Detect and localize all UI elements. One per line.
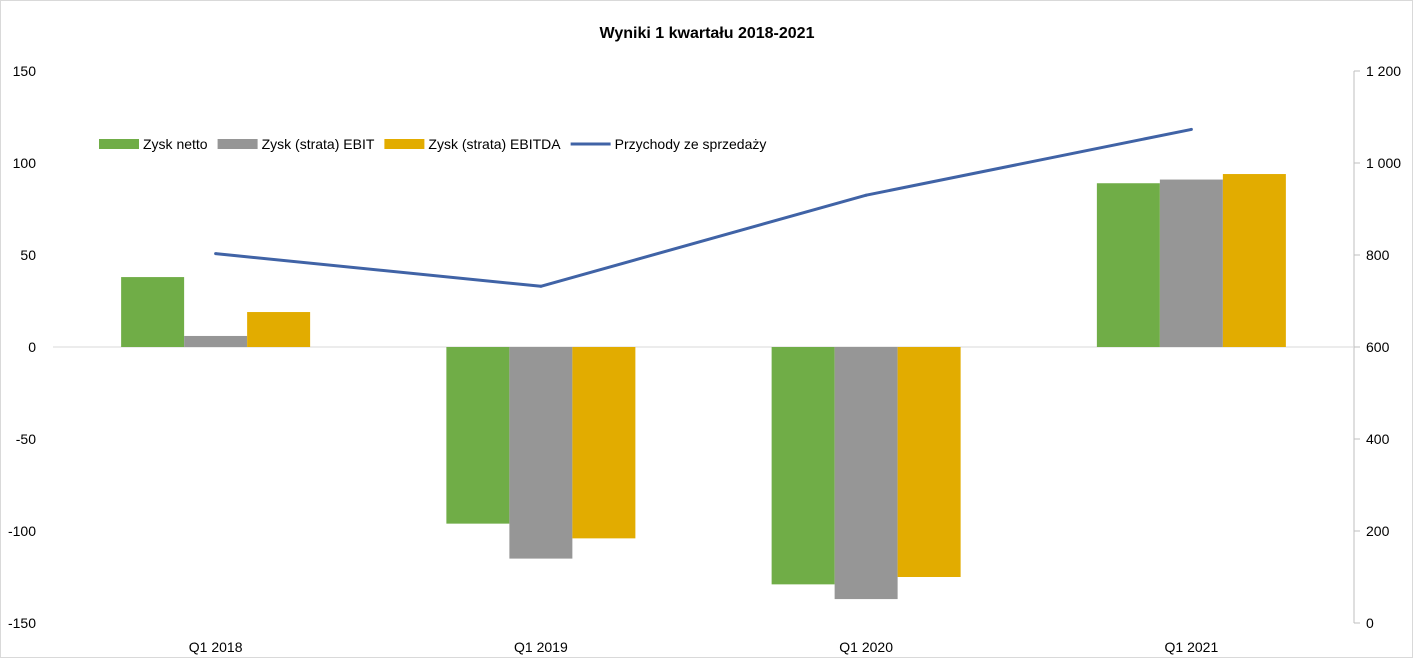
- bar-zysk-strata-ebit-q1-2018: [184, 335, 248, 347]
- left-axis-tick-label: 150: [13, 63, 37, 79]
- line-series-group: [214, 127, 1193, 288]
- line-przychody-ze-sprzedazy: [215, 127, 1192, 288]
- x-axis-tick-label: Q1 2020: [839, 639, 893, 655]
- right-axis-tick-label: 1 000: [1366, 155, 1401, 171]
- legend-swatch: [217, 139, 258, 149]
- x-axis: Q1 2018 Q1 2019 Q1 2020 Q1 2021: [189, 639, 1219, 655]
- bar-zysk-strata-ebit-q1-2021: [1159, 179, 1223, 347]
- right-axis-tick-label: 200: [1366, 523, 1390, 539]
- bar-zysk-netto-q1-2020: [771, 347, 835, 585]
- right-axis-tick-label: 800: [1366, 247, 1390, 263]
- legend-label: Zysk (strata) EBIT: [262, 136, 375, 152]
- left-axis-tick-label: -100: [8, 523, 36, 539]
- legend-label: Zysk (strata) EBITDA: [428, 136, 561, 152]
- left-axis-tick-label: -150: [8, 615, 36, 631]
- line-point: [214, 252, 218, 256]
- left-axis-tick-label: -50: [16, 431, 36, 447]
- bars-group: [121, 174, 1286, 600]
- legend-item: Przychody ze sprzedaży: [570, 136, 767, 152]
- left-axis: 150 100 50 0 -50 -100 -150: [8, 63, 36, 631]
- x-axis-tick-label: Q1 2018: [189, 639, 243, 655]
- bar-zysk-netto-q1-2021: [1096, 183, 1160, 347]
- legend-item: Zysk (strata) EBITDA: [384, 136, 561, 152]
- right-axis-tick-label: 0: [1366, 615, 1374, 631]
- legend-item: Zysk (strata) EBIT: [217, 136, 375, 152]
- line-point: [539, 284, 543, 288]
- bar-zysk-strata-ebitda-q1-2019: [572, 347, 636, 539]
- left-axis-tick-label: 100: [13, 155, 37, 171]
- bar-zysk-strata-ebit-q1-2019: [509, 347, 573, 559]
- bar-zysk-netto-q1-2019: [446, 347, 510, 524]
- bar-zysk-strata-ebit-q1-2020: [834, 347, 898, 600]
- right-axis: 1 200 1 000 800 600 400 200 0: [1353, 63, 1401, 631]
- right-axis-tick-label: 400: [1366, 431, 1390, 447]
- bar-zysk-netto-q1-2018: [121, 277, 185, 347]
- bar-zysk-strata-ebitda-q1-2020: [897, 347, 961, 577]
- left-axis-tick-label: 0: [28, 339, 36, 355]
- line-point: [864, 193, 868, 197]
- chart-title: Wyniki 1 kwartału 2018-2021: [600, 25, 815, 42]
- bar-zysk-strata-ebitda-q1-2018: [247, 312, 311, 347]
- right-axis-tick-label: 600: [1366, 339, 1390, 355]
- left-axis-tick-label: 50: [20, 247, 36, 263]
- bar-zysk-strata-ebitda-q1-2021: [1222, 174, 1286, 347]
- legend-label: Przychody ze sprzedaży: [615, 136, 767, 152]
- legend-swatch: [99, 139, 139, 149]
- right-axis-tick-label: 1 200: [1366, 63, 1401, 79]
- legend: Zysk netto Zysk (strata) EBIT Zysk (strata…: [99, 136, 766, 152]
- x-axis-tick-label: Q1 2021: [1165, 639, 1219, 655]
- legend-swatch: [384, 139, 425, 149]
- legend-item: Zysk netto: [99, 136, 208, 152]
- x-axis-tick-label: Q1 2019: [514, 639, 568, 655]
- legend-label: Zysk netto: [143, 136, 208, 152]
- line-point: [1189, 127, 1193, 131]
